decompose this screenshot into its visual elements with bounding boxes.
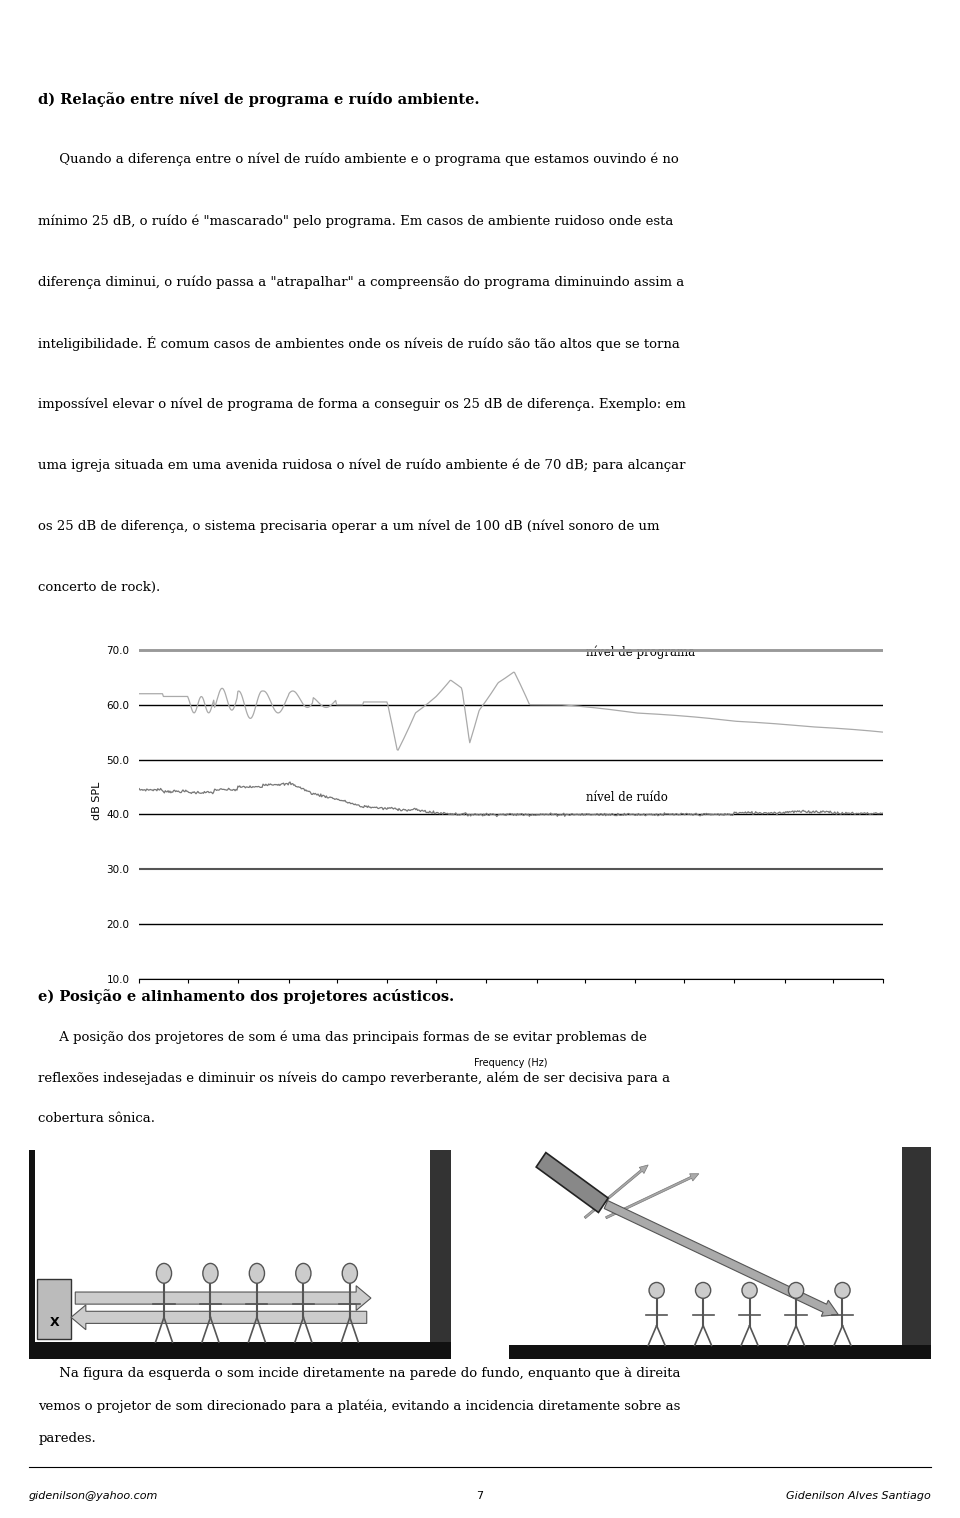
Text: os 25 dB de diferença, o sistema precisaria operar a um nível de 100 dB (nível s: os 25 dB de diferença, o sistema precisa…	[38, 519, 660, 533]
Circle shape	[296, 1263, 311, 1283]
Text: concerto de rock).: concerto de rock).	[38, 580, 160, 594]
FancyArrow shape	[585, 1164, 648, 1219]
Bar	[37, 1278, 71, 1339]
Text: vemos o projetor de som direcionado para a platéia, evitando a incidencia direta: vemos o projetor de som direcionado para…	[38, 1400, 681, 1413]
Text: inteligibilidade. É comum casos de ambientes onde os níveis de ruído são tão alt: inteligibilidade. É comum casos de ambie…	[38, 337, 681, 351]
Text: O SOM NAS IGREJAS: O SOM NAS IGREJAS	[390, 27, 570, 44]
Text: diferença diminui, o ruído passa a "atrapalhar" a compreensão do programa diminu: diferença diminui, o ruído passa a "atra…	[38, 275, 684, 288]
Text: impossível elevar o nível de programa de forma a conseguir os 25 dB de diferença: impossível elevar o nível de programa de…	[38, 398, 686, 411]
Polygon shape	[537, 1152, 608, 1213]
Text: cobertura sônica.: cobertura sônica.	[38, 1113, 156, 1125]
Y-axis label: dB SPL: dB SPL	[92, 782, 103, 820]
Circle shape	[342, 1263, 357, 1283]
Circle shape	[835, 1283, 851, 1298]
Text: gidenilson@yahoo.com: gidenilson@yahoo.com	[29, 1491, 158, 1501]
Text: reflexões indesejadas e diminuir os níveis do campo reverberante, além de ser de: reflexões indesejadas e diminuir os níve…	[38, 1072, 670, 1085]
Text: Quando a diferença entre o nível de ruído ambiente e o programa que estamos ouvi: Quando a diferença entre o nível de ruíd…	[38, 153, 679, 167]
Bar	[430, 1149, 451, 1342]
Bar	[29, 1149, 36, 1342]
Text: Na figura da esquerda o som incide diretamente na parede do fundo, enquanto que : Na figura da esquerda o som incide diret…	[38, 1366, 681, 1380]
Circle shape	[203, 1263, 218, 1283]
Circle shape	[649, 1283, 664, 1298]
Circle shape	[250, 1263, 265, 1283]
Bar	[901, 1148, 931, 1345]
Bar	[29, 1342, 451, 1359]
Circle shape	[156, 1263, 172, 1283]
Text: 7: 7	[476, 1491, 484, 1501]
FancyArrow shape	[606, 1173, 699, 1219]
Bar	[509, 1345, 931, 1359]
Text: uma igreja situada em uma avenida ruidosa o nível de ruído ambiente é de 70 dB; : uma igreja situada em uma avenida ruidos…	[38, 458, 685, 472]
Text: Gidenilson Alves Santiago: Gidenilson Alves Santiago	[786, 1491, 931, 1501]
Text: X: X	[49, 1316, 59, 1330]
Text: nível de ruído: nível de ruído	[586, 791, 667, 803]
Circle shape	[695, 1283, 710, 1298]
Text: A posição dos projetores de som é uma das principais formas de se evitar problem: A posição dos projetores de som é uma da…	[38, 1031, 647, 1044]
FancyArrow shape	[604, 1201, 838, 1316]
Text: d) Relação entre nível de programa e ruído ambiente.: d) Relação entre nível de programa e ruí…	[38, 91, 480, 106]
Text: mínimo 25 dB, o ruído é "mascarado" pelo programa. Em casos de ambiente ruidoso : mínimo 25 dB, o ruído é "mascarado" pelo…	[38, 214, 674, 228]
Circle shape	[788, 1283, 804, 1298]
Text: Frequency (Hz): Frequency (Hz)	[474, 1058, 548, 1067]
FancyArrow shape	[75, 1286, 371, 1310]
FancyArrow shape	[71, 1305, 367, 1330]
Text: nível de programa: nível de programa	[586, 645, 695, 659]
Text: e) Posição e alinhamento dos projetores acústicos.: e) Posição e alinhamento dos projetores …	[38, 990, 454, 1005]
Circle shape	[742, 1283, 757, 1298]
Text: paredes.: paredes.	[38, 1431, 96, 1445]
